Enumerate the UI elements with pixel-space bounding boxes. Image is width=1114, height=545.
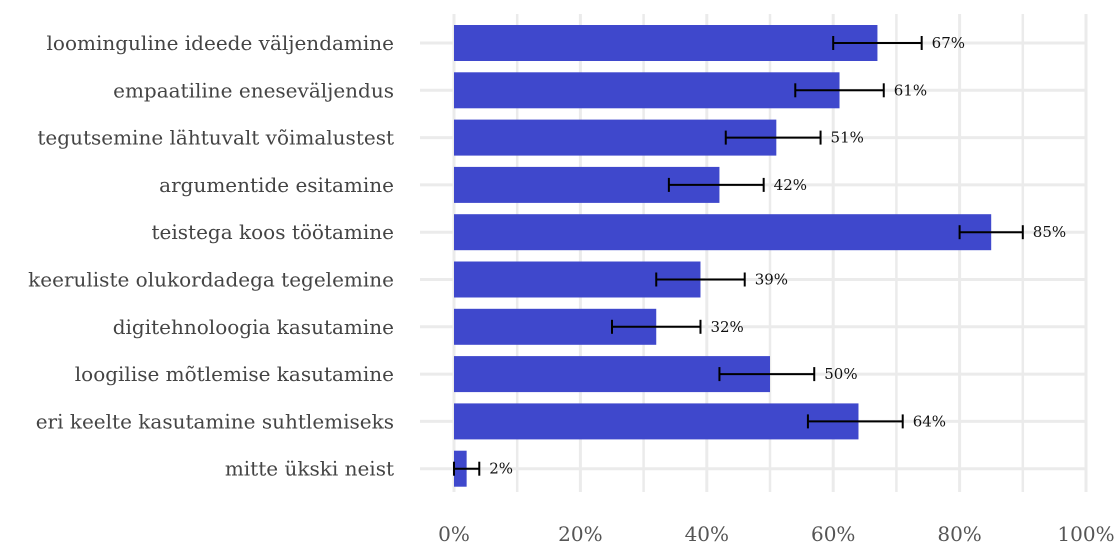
bar [454, 72, 840, 109]
x-tick-label: 20% [558, 522, 602, 545]
category-label: loominguline ideede väljendamine [47, 31, 394, 55]
bar [454, 25, 878, 61]
bars [454, 25, 992, 487]
data-label: 2% [489, 460, 513, 478]
category-label: empaatiline eneseväljendus [113, 78, 394, 102]
data-label: 61% [894, 81, 927, 99]
bar [454, 403, 859, 440]
data-label: 42% [774, 176, 807, 194]
data-label: 51% [831, 129, 864, 147]
bar [454, 214, 992, 251]
category-label: loogilise mõtlemise kasutamine [75, 362, 394, 386]
category-label: argumentide esitamine [159, 173, 394, 197]
category-label: tegutsemine lähtuvalt võimalustest [37, 126, 394, 150]
category-label: teistega koos töötamine [152, 220, 394, 244]
x-tick-label: 0% [438, 522, 470, 545]
value-labels: 67% 61% 51% 42% 85% 39% 32% 50% 64% 2% [489, 34, 1066, 478]
x-tick-label: 80% [937, 522, 981, 545]
data-label: 64% [913, 412, 946, 430]
category-label: digitehnoloogia kasutamine [113, 315, 394, 339]
data-label: 50% [824, 365, 857, 383]
category-label: eri keelte kasutamine suhtlemiseks [36, 409, 394, 433]
category-label: mitte ükski neist [225, 457, 394, 481]
category-labels: loominguline ideede väljendamine empaatil… [28, 31, 394, 481]
bar [454, 119, 777, 156]
x-axis-tick-labels: 0% 20% 40% 60% 80% 100% [438, 522, 1114, 545]
bar [454, 356, 770, 393]
category-label: keeruliste olukordadega tegelemine [28, 268, 394, 292]
data-label: 32% [710, 318, 743, 336]
data-label: 85% [1033, 223, 1066, 241]
x-tick-label: 100% [1057, 522, 1114, 545]
data-label: 39% [755, 271, 788, 289]
x-tick-label: 40% [685, 522, 729, 545]
x-tick-label: 60% [811, 522, 855, 545]
error-bars [453, 36, 1024, 476]
data-label: 67% [932, 34, 965, 52]
